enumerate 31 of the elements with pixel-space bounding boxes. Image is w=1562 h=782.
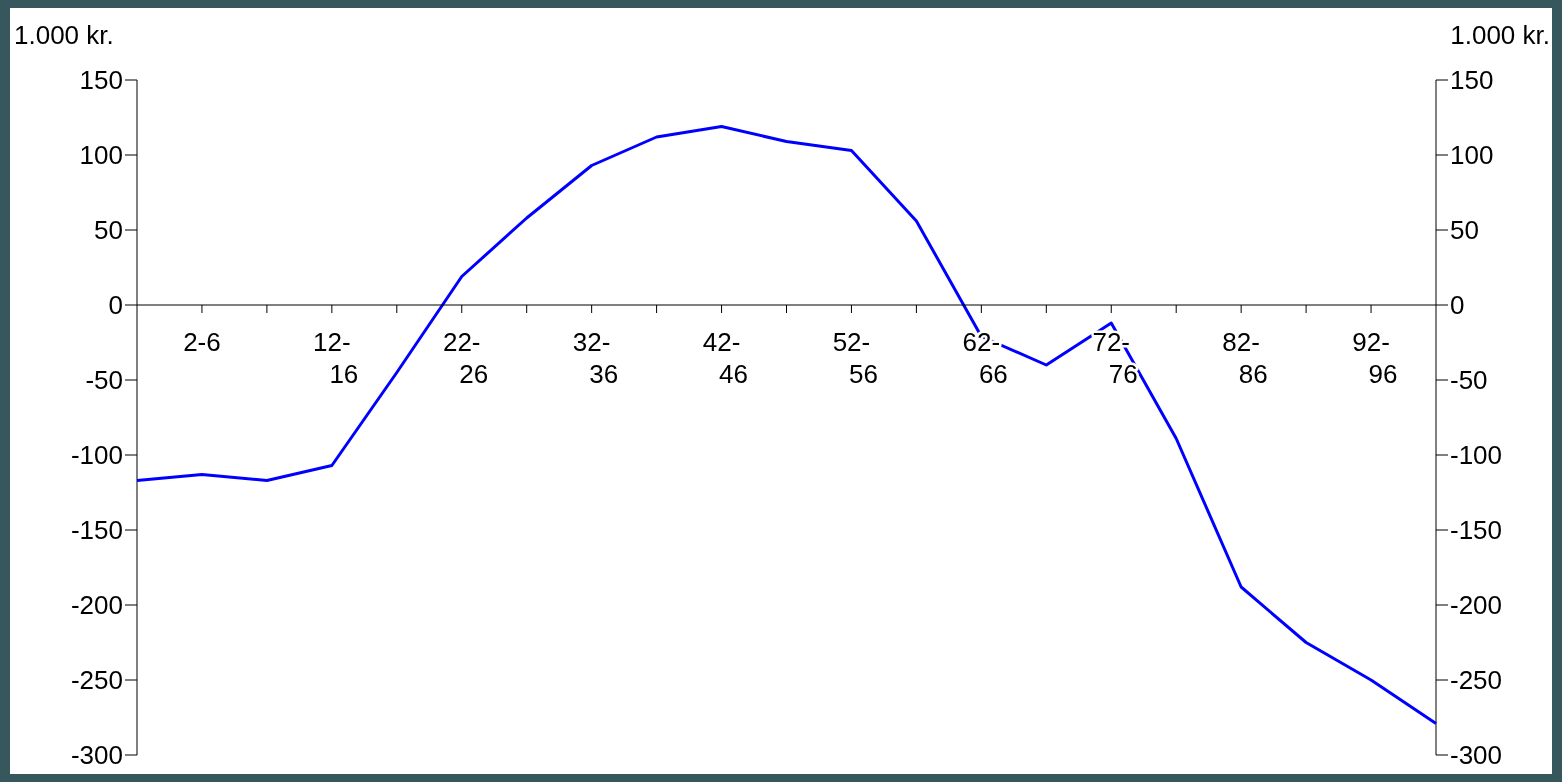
y2-tick-label: -250 xyxy=(1450,665,1503,696)
y2-tick-label: 100 xyxy=(1450,140,1494,171)
x-tick-label: 92-96 xyxy=(1352,327,1398,389)
y-tick-label: 50 xyxy=(94,215,123,246)
x-tick-label: 82-86 xyxy=(1222,327,1268,389)
x-tick-label: 12-16 xyxy=(313,327,359,389)
y-tick-label: -150 xyxy=(70,515,123,546)
y2-tick-label: 50 xyxy=(1450,215,1479,246)
y2-tick-label: -150 xyxy=(1450,515,1503,546)
x-tick-label: 42-46 xyxy=(702,327,749,389)
y2-tick-label: 0 xyxy=(1450,290,1465,321)
x-tick-label: 62-66 xyxy=(962,327,1008,389)
y-tick-label: 150 xyxy=(79,65,123,96)
y-tick-label: -300 xyxy=(70,740,123,771)
y2-tick-label: 150 xyxy=(1450,65,1494,96)
y-tick-label: -100 xyxy=(70,440,123,471)
y-axis-title: 1.000 kr. xyxy=(14,20,114,50)
y-tick-label: 0 xyxy=(108,290,123,321)
y2-tick-label: -50 xyxy=(1450,365,1488,396)
x-tick-label: 52-56 xyxy=(832,327,878,389)
y2-tick-label: -300 xyxy=(1450,740,1503,771)
y-tick-label: 100 xyxy=(79,140,123,171)
y-tick-label: -250 xyxy=(70,665,123,696)
y2-tick-label: -200 xyxy=(1450,590,1503,621)
x-tick-label: 22-26 xyxy=(442,327,489,389)
x-tick-label: 32-36 xyxy=(572,327,619,389)
y-tick-label: -200 xyxy=(70,590,123,621)
y2-axis-title: 1.000 kr. xyxy=(1450,20,1550,50)
y-tick-label: -50 xyxy=(85,365,123,396)
y2-tick-label: -100 xyxy=(1450,440,1503,471)
x-tick-label: 2-6 xyxy=(183,327,221,357)
